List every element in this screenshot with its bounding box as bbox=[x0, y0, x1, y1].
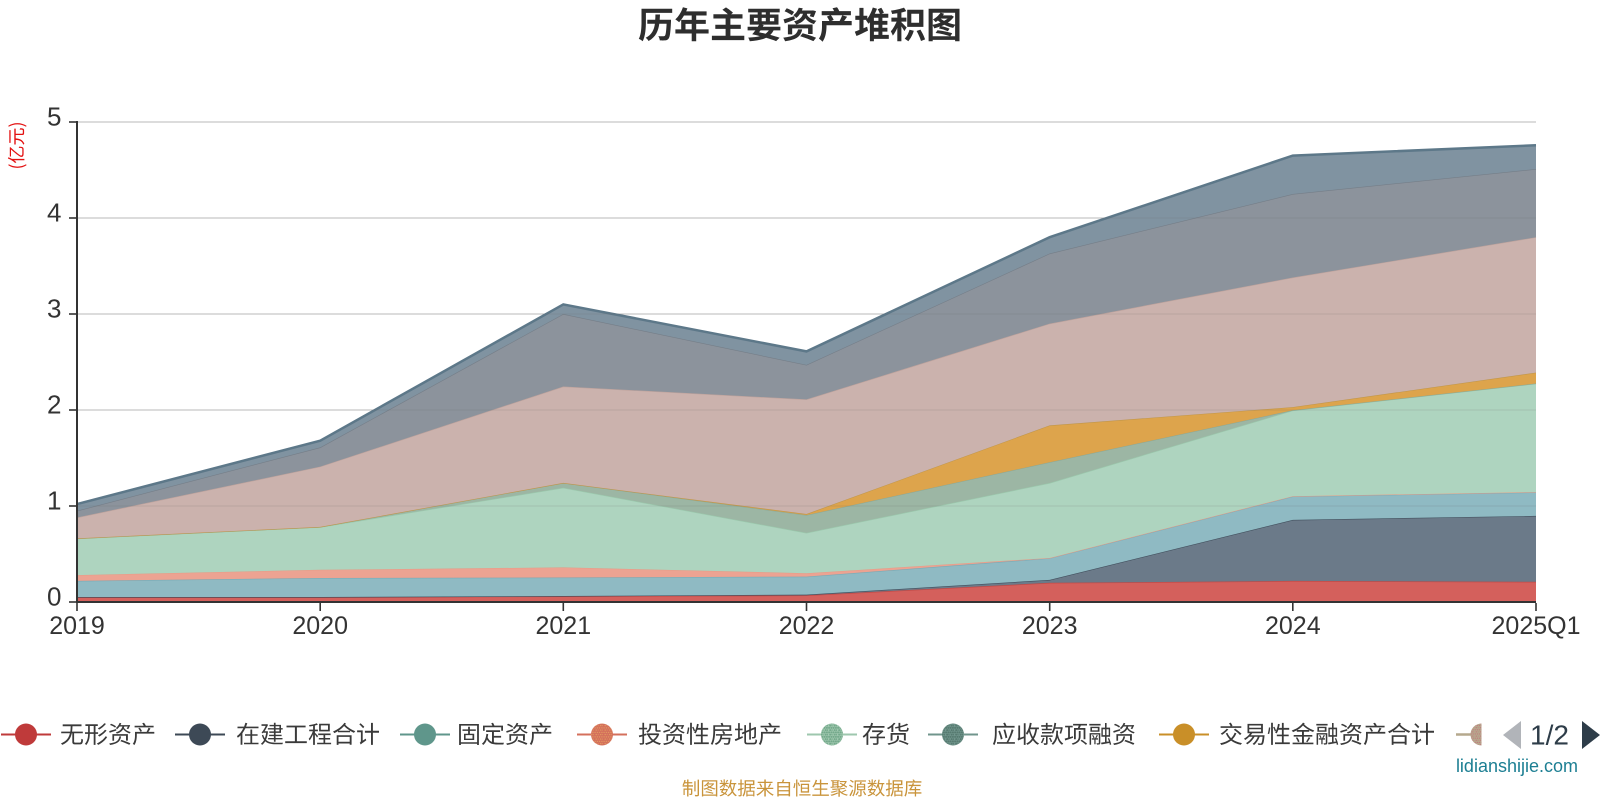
svg-text:1: 1 bbox=[47, 486, 61, 516]
svg-text:2025Q1: 2025Q1 bbox=[1492, 612, 1581, 640]
svg-text:2024: 2024 bbox=[1265, 612, 1321, 640]
svg-text:4: 4 bbox=[47, 198, 61, 228]
svg-text:2021: 2021 bbox=[535, 612, 591, 640]
svg-text:lidianshijie.com: lidianshijie.com bbox=[1456, 756, 1578, 776]
svg-text:2019: 2019 bbox=[49, 612, 105, 640]
svg-text:3: 3 bbox=[47, 294, 61, 324]
svg-text:5: 5 bbox=[47, 102, 61, 132]
svg-text:2022: 2022 bbox=[779, 612, 835, 640]
svg-text:1/2: 1/2 bbox=[1530, 720, 1569, 751]
svg-text:0: 0 bbox=[47, 582, 61, 612]
svg-text:2: 2 bbox=[47, 390, 61, 420]
svg-text:2023: 2023 bbox=[1022, 612, 1078, 640]
svg-text:2020: 2020 bbox=[292, 612, 348, 640]
